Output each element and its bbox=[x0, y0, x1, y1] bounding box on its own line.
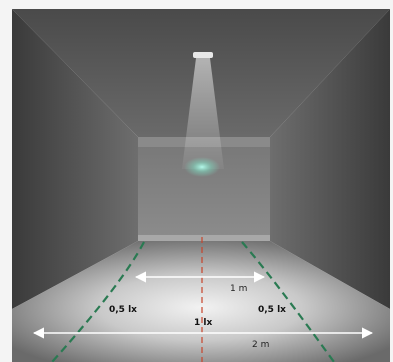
left-wall bbox=[12, 9, 138, 309]
corridor-scene: 1 m 0,5 lx 1 lx 0,5 lx 2 m bbox=[12, 9, 390, 362]
light-glow bbox=[184, 157, 220, 177]
one-meter-label: 1 m bbox=[230, 284, 247, 294]
two-meter-label: 2 m bbox=[252, 340, 269, 350]
light-beam bbox=[182, 58, 224, 169]
right-lux-label: 0,5 lx bbox=[258, 305, 286, 315]
left-lux-label: 0,5 lx bbox=[109, 305, 137, 315]
corridor-illumination-diagram: 1 m 0,5 lx 1 lx 0,5 lx 2 m bbox=[12, 9, 390, 362]
back-wall-ledge bbox=[138, 235, 270, 241]
right-wall bbox=[270, 9, 390, 309]
ceiling-luminaire bbox=[193, 52, 213, 58]
center-lux-label: 1 lx bbox=[194, 318, 212, 328]
